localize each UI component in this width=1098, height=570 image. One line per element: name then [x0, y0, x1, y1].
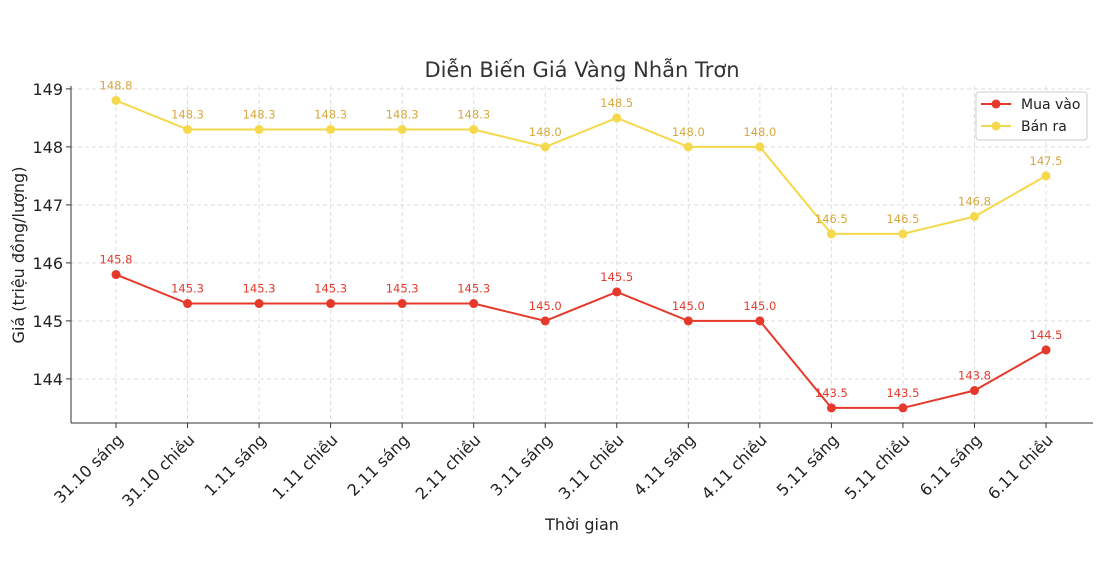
legend: Mua vào Bán ra [975, 91, 1088, 141]
y-tick-label: 146 [32, 254, 63, 273]
y-tick-label: 147 [32, 196, 63, 215]
y-tick-label: 144 [32, 370, 63, 389]
data-point [1041, 171, 1051, 181]
data-point [183, 125, 193, 135]
data-point [612, 287, 622, 297]
data-label: 143.8 [958, 369, 991, 383]
data-point [898, 229, 908, 239]
data-point [683, 142, 693, 152]
x-tick-label: 5.11 chiều [841, 430, 914, 503]
data-label: 145.0 [743, 299, 776, 313]
data-point [826, 403, 836, 413]
x-tick-label: 4.11 sáng [630, 430, 699, 499]
data-point [326, 125, 336, 135]
data-label: 148.3 [243, 108, 276, 122]
data-label: 148.5 [600, 96, 633, 110]
data-label: 145.0 [672, 299, 705, 313]
data-point [254, 299, 264, 309]
data-point [183, 299, 193, 309]
data-label: 148.3 [171, 108, 204, 122]
x-tick-label: 6.11 chiều [984, 430, 1057, 503]
data-label: 148.3 [457, 108, 490, 122]
chart-title: Diễn Biến Giá Vàng Nhẫn Trơn [424, 57, 739, 82]
data-point [397, 299, 407, 309]
legend-marker [991, 121, 1001, 131]
data-label: 148.0 [672, 125, 705, 139]
data-label: 144.5 [1030, 328, 1063, 342]
data-point [540, 142, 550, 152]
data-label: 145.3 [243, 282, 276, 296]
data-label: 145.3 [314, 282, 347, 296]
series-line-0 [115, 273, 1047, 409]
data-point [755, 142, 765, 152]
data-point [612, 113, 622, 123]
data-point [326, 299, 336, 309]
y-tick-label: 149 [32, 80, 63, 99]
data-point [969, 212, 979, 222]
x-tick-label: 3.11 sáng [487, 430, 556, 499]
legend-label: Bán ra [1021, 119, 1067, 135]
x-tick-label: 1.11 chiều [269, 430, 342, 503]
data-label: 145.3 [386, 282, 419, 296]
data-label: 145.3 [457, 282, 490, 296]
legend-label: Mua vào [1021, 97, 1080, 113]
data-point [826, 229, 836, 239]
data-label: 146.5 [815, 212, 848, 226]
x-tick-label: 2.11 chiều [412, 430, 485, 503]
x-tick-label: 31.10 sáng [50, 430, 127, 507]
x-axis-label: Thời gian [544, 515, 619, 534]
data-label: 146.8 [958, 195, 991, 209]
data-point [254, 125, 264, 135]
data-point [111, 270, 121, 280]
data-label: 148.3 [314, 108, 347, 122]
x-tick-label: 5.11 sáng [773, 430, 842, 499]
data-point [469, 299, 479, 309]
data-point [898, 403, 908, 413]
x-tick-label: 1.11 sáng [201, 430, 270, 499]
x-tick-label: 6.11 sáng [916, 430, 985, 499]
legend-marker [991, 99, 1001, 109]
data-label: 145.0 [529, 299, 562, 313]
data-point [969, 386, 979, 396]
data-point [469, 125, 479, 135]
data-point [683, 316, 693, 326]
series-line-1 [115, 99, 1047, 235]
data-label: 146.5 [886, 212, 919, 226]
data-label: 148.8 [100, 79, 133, 93]
data-label: 148.3 [386, 108, 419, 122]
data-point [111, 96, 121, 106]
data-label: 145.3 [171, 282, 204, 296]
data-label: 143.5 [886, 386, 919, 400]
data-point [1041, 345, 1051, 355]
data-point [397, 125, 407, 135]
data-point [755, 316, 765, 326]
x-tick-label: 31.10 chiều [118, 430, 198, 510]
data-point [540, 316, 550, 326]
data-label: 147.5 [1030, 154, 1063, 168]
x-tick-label: 2.11 sáng [344, 430, 413, 499]
data-label: 148.0 [743, 125, 776, 139]
data-label: 145.5 [600, 270, 633, 284]
y-axis-label: Giá (triệu đồng/lượng) [9, 167, 28, 344]
y-tick-label: 148 [32, 138, 63, 157]
x-tick-label: 3.11 chiều [555, 430, 628, 503]
x-tick-label: 4.11 chiều [698, 430, 771, 503]
data-label: 145.8 [100, 253, 133, 267]
data-label: 148.0 [529, 125, 562, 139]
y-tick-label: 145 [32, 312, 63, 331]
data-label: 143.5 [815, 386, 848, 400]
